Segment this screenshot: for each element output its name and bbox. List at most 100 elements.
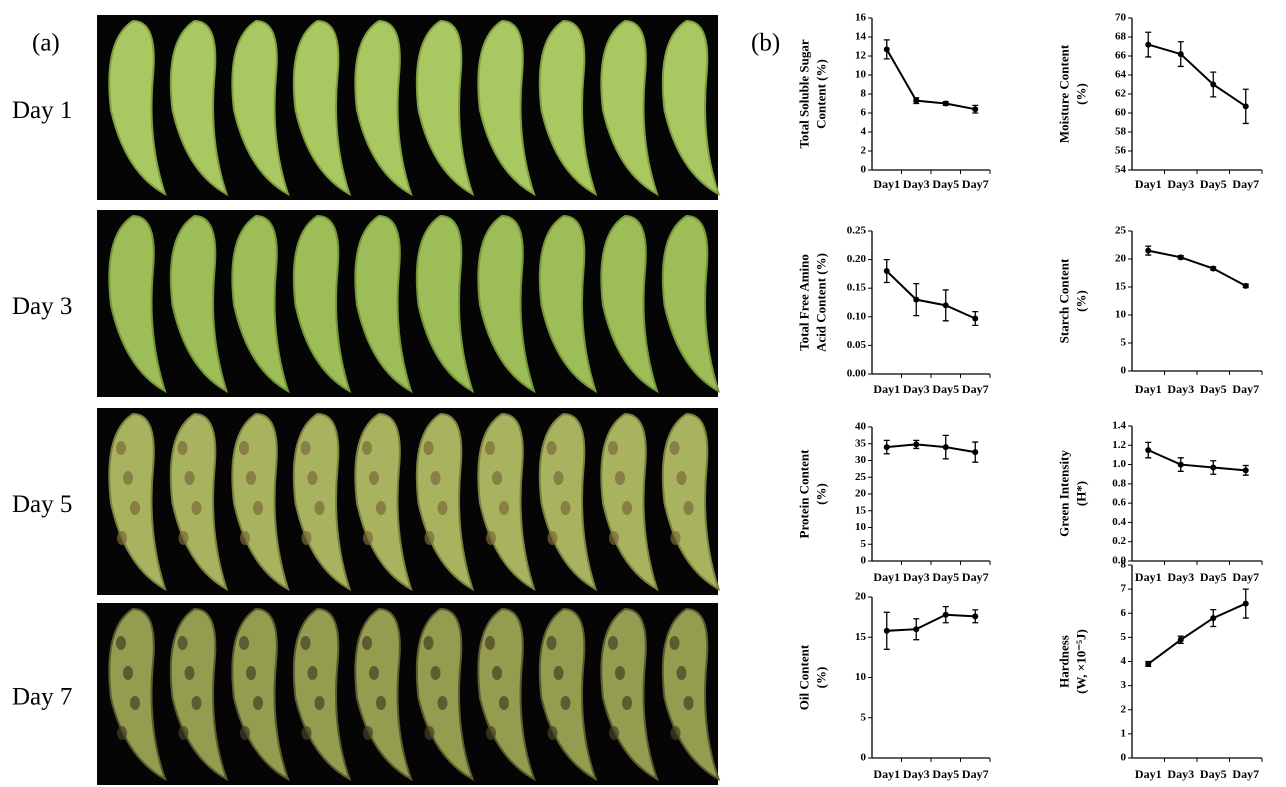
x-tick-label: Day7 [962,570,989,584]
x-tick-label: Day3 [903,767,930,781]
y-tick-label: 64 [1115,69,1127,81]
spot [669,441,680,455]
y-tick-label: 16 [855,12,867,24]
spot [363,531,373,545]
spot [376,696,386,710]
y-tick-label: 6 [1121,607,1127,619]
x-tick-label: Day5 [932,177,959,191]
pod [661,607,721,782]
pod [354,412,413,592]
pod [477,214,536,394]
point [1145,41,1152,48]
y-tick-label: 8 [861,88,867,100]
y-tick-label: 12 [855,50,867,62]
y-axis-label: Moisture Content [1056,44,1071,143]
spot [240,726,250,740]
pod [354,214,413,394]
x-tick-label: Day3 [903,382,930,396]
x-tick-label: Day7 [962,767,989,781]
x-tick-label: Day7 [962,177,989,191]
spot [676,666,687,680]
pod [477,607,536,782]
pod [477,19,536,197]
pod [600,412,659,592]
spot [116,441,126,455]
y-tick-label: 0 [861,164,867,176]
spot [609,726,619,740]
spot [499,501,509,515]
x-tick-label: Day7 [1232,767,1259,781]
y-axis-label: (W, ×10⁻⁵J) [1073,629,1088,694]
y-tick-label: 10 [1115,309,1127,321]
y-tick-label: 0.0 [1112,555,1126,567]
point [913,296,920,303]
point [1145,447,1152,454]
spot [423,441,434,455]
x-tick-label: Day1 [1135,382,1162,396]
point [883,627,890,634]
spot [362,636,372,650]
point [1145,660,1152,667]
spot [547,726,558,740]
pod [169,214,229,394]
pod [169,19,229,197]
spot [424,531,435,545]
y-tick-label: 4 [1121,655,1127,667]
spot [362,441,372,455]
y-tick-label: 54 [1115,164,1127,176]
y-tick-label: 20 [855,488,867,500]
spot [430,666,441,680]
x-tick-label: Day1 [873,767,900,781]
line [886,270,976,320]
spot [560,696,571,710]
y-tick-label: 56 [1115,145,1127,157]
pod [600,607,659,782]
y-tick-label: 20 [1115,253,1127,265]
spot [184,666,195,680]
spot [130,696,140,710]
x-tick-label: Day1 [873,177,900,191]
spot [615,666,625,680]
y-tick-label: 0.8 [1112,477,1126,489]
spot [239,441,249,455]
point [1210,615,1217,622]
point [972,106,979,113]
spot [178,531,189,545]
spot [300,636,311,650]
spot [239,636,249,650]
y-tick-label: 1.2 [1112,439,1126,451]
spot [553,471,564,485]
x-tick-label: Day5 [932,382,959,396]
point [883,268,890,275]
y-tick-label: 68 [1115,31,1127,43]
spot [669,636,680,650]
pod [538,607,598,782]
spot [184,471,195,485]
spot [314,501,325,515]
y-tick-label: 1.0 [1112,458,1126,470]
pod [108,412,167,592]
line [1147,602,1247,665]
y-tick-label: 1 [1121,727,1127,739]
pod [231,412,290,592]
row-label: Day 1 [12,97,72,124]
point [883,444,890,451]
spot [191,696,202,710]
y-axis-label: (%) [1073,83,1088,105]
spot [307,666,318,680]
y-tick-label: 0.05 [847,339,867,351]
spot [123,666,133,680]
pod [292,214,352,394]
y-axis-label: Content (%) [813,59,828,129]
y-tick-label: 0.15 [847,282,867,294]
spot [117,531,127,545]
y-tick-label: 15 [1115,281,1127,293]
row-label: Day 7 [12,684,72,711]
spot [177,441,188,455]
point [913,97,920,104]
pod [231,607,290,782]
pod [538,412,598,592]
point [913,441,920,448]
spot [301,726,312,740]
y-tick-label: 0 [861,555,867,567]
